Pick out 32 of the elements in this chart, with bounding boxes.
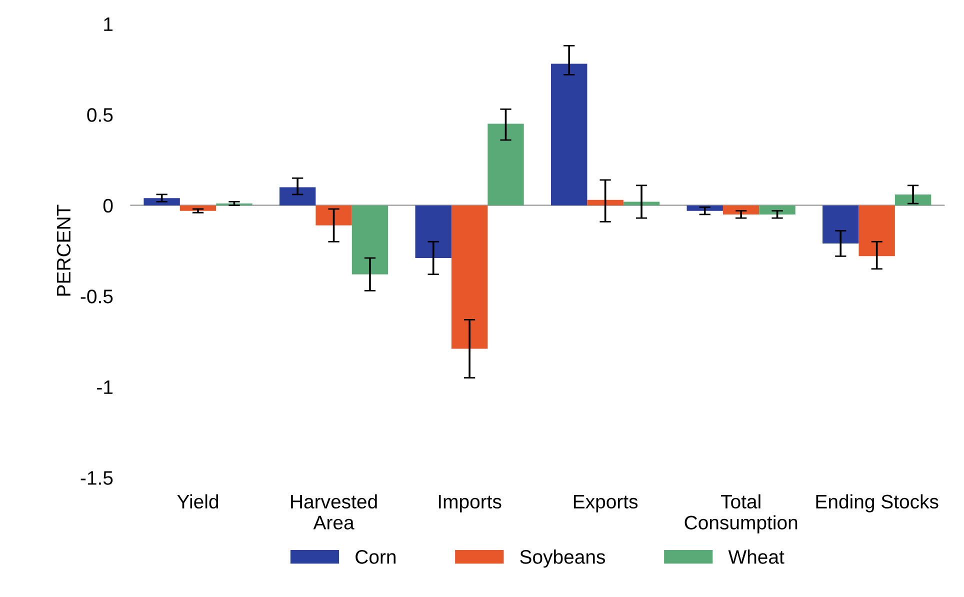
bar xyxy=(451,205,488,349)
bar xyxy=(415,205,452,258)
bar xyxy=(587,200,624,206)
bar xyxy=(894,194,932,206)
legend-label: Wheat xyxy=(728,550,784,564)
bar xyxy=(180,205,216,211)
y-tick-label: -1 xyxy=(97,380,113,394)
bar xyxy=(144,198,180,206)
y-tick-label: -0.5 xyxy=(80,290,113,304)
x-tick-label: Imports xyxy=(438,494,502,512)
bar xyxy=(623,202,660,206)
bar xyxy=(822,205,859,244)
y-tick-label: 1 xyxy=(104,18,113,31)
y-axis-title: PERCENT xyxy=(56,204,71,296)
bar xyxy=(316,205,352,226)
x-tick-label: Ending Stocks xyxy=(816,494,938,512)
x-tick-label: Harvested Area xyxy=(291,494,377,530)
bar xyxy=(551,64,588,206)
legend-label: Corn xyxy=(356,550,396,564)
bar xyxy=(279,187,316,206)
x-tick-label: Exports xyxy=(574,494,638,512)
x-tick-label: Yield xyxy=(177,494,218,509)
bar xyxy=(858,205,895,256)
bar xyxy=(488,124,524,206)
legend-label: Soybeans xyxy=(520,550,606,568)
bar xyxy=(722,205,760,214)
bar xyxy=(352,205,388,274)
y-tick-label: 0.5 xyxy=(87,108,113,122)
y-tick-label: 0 xyxy=(103,198,113,213)
y-tick-label: -1.5 xyxy=(80,471,113,485)
x-tick-label: Total Consumption xyxy=(684,494,798,534)
bar xyxy=(759,205,796,214)
